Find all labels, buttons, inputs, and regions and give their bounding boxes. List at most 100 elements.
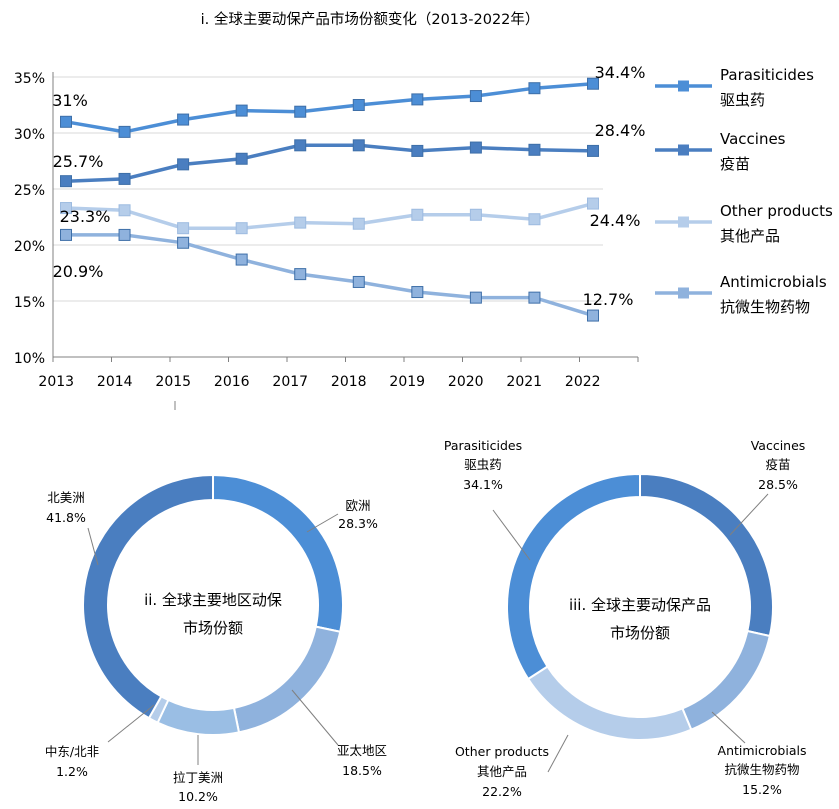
x-tick-label: 2015 xyxy=(155,374,191,390)
marker-antimicrobials xyxy=(528,291,541,304)
marker-antimicrobials xyxy=(294,268,307,281)
slice-label-vaccines-name: Vaccines xyxy=(751,438,806,453)
leader-line xyxy=(87,527,99,566)
slice-label-latam-value: 10.2% xyxy=(178,789,218,804)
slice-label-other-value: 22.2% xyxy=(482,784,522,799)
slice-label-parasiticides-name: Parasiticides xyxy=(444,438,522,453)
y-tick-label: 20% xyxy=(14,239,45,255)
marker-vaccines xyxy=(469,141,482,154)
marker-parasiticides xyxy=(118,125,131,138)
region-donut-labels: 欧洲 28.3% 亚太地区 18.5% 拉丁美洲 10.2% 中东/北非 1.2… xyxy=(45,490,387,804)
marker-vaccines xyxy=(177,158,190,171)
slice-label-mena-name: 中东/北非 xyxy=(45,744,99,759)
donut-slice-parasiticides xyxy=(506,472,641,681)
data-label-vaccines-first: 25.7% xyxy=(53,152,104,171)
donut-slice-other-products xyxy=(526,665,693,741)
slice-label-apac-name: 亚太地区 xyxy=(337,743,387,758)
marker-antimicrobials xyxy=(352,275,365,288)
leader-line xyxy=(291,689,339,746)
slice-label-other-name: Other products xyxy=(455,744,549,759)
data-label-parasiticides-first: 31% xyxy=(52,91,88,110)
marker-other xyxy=(352,217,365,230)
x-tick-label: 2018 xyxy=(331,374,367,390)
y-tick-label: 35% xyxy=(14,71,45,87)
donut-slice-1 xyxy=(232,625,342,734)
marker-parasiticides xyxy=(60,115,72,128)
slice-label-na-name: 北美洲 xyxy=(47,490,85,505)
x-tick-label: 2021 xyxy=(506,374,542,390)
x-tick-label: 2017 xyxy=(272,374,308,390)
marker-antimicrobials xyxy=(118,228,131,241)
leader-line xyxy=(306,513,339,533)
slice-label-mena-value: 1.2% xyxy=(56,764,88,779)
marker-antimicrobials xyxy=(469,291,482,304)
marker-antimicrobials xyxy=(60,228,72,241)
marker-other xyxy=(294,216,307,229)
series-line-vaccines xyxy=(65,143,594,183)
slice-label-europe-value: 28.3% xyxy=(338,516,378,531)
donut-slice-2 xyxy=(156,698,241,736)
marker-antimicrobials xyxy=(411,286,424,299)
product-donut-title-line2: 市场份额 xyxy=(610,624,670,642)
y-tick-label: 15% xyxy=(14,295,45,311)
leader-line xyxy=(711,711,746,744)
slice-label-antimicrobials-cn: 抗微生物药物 xyxy=(724,762,799,777)
data-label-antimicrobials-last: 12.7% xyxy=(583,290,634,309)
legend-label-antimicrobials: Antimicrobials xyxy=(720,273,827,291)
region-donut xyxy=(82,473,344,736)
marker-other xyxy=(60,202,72,215)
y-tick-label: 30% xyxy=(14,127,45,143)
marker-other xyxy=(235,222,248,235)
marker-parasiticides xyxy=(177,113,190,126)
line-chart-title: i. 全球主要动保产品市场份额变化（2013-2022年） xyxy=(201,10,540,28)
product-donut xyxy=(506,472,774,741)
legend-marker-parasiticides xyxy=(678,80,689,92)
leader-line xyxy=(107,704,155,743)
legend-label-vaccines: Vaccines xyxy=(720,130,786,148)
marker-other xyxy=(118,204,131,217)
legend-label-parasiticides: Parasiticides xyxy=(720,66,814,84)
region-donut-title-line1: ii. 全球主要地区动保 xyxy=(144,591,282,609)
marker-vaccines xyxy=(60,175,72,188)
series-line-parasiticides xyxy=(65,81,594,134)
data-label-parasiticides-last: 34.4% xyxy=(595,63,646,82)
product-donut-labels: Vaccines 疫苗 28.5% Antimicrobials 抗微生物药物 … xyxy=(444,438,807,799)
marker-vaccines xyxy=(411,144,424,157)
marker-other xyxy=(469,208,482,221)
legend-marker-antimicrobials xyxy=(678,287,689,299)
leader-line xyxy=(547,734,569,773)
marker-parasiticides xyxy=(587,77,599,90)
product-donut-title-line1: iii. 全球主要动保产品 xyxy=(569,596,711,614)
legend-label-cn-antimicrobials: 抗微生物药物 xyxy=(720,298,810,316)
slice-label-na-value: 41.8% xyxy=(46,510,86,525)
marker-parasiticides xyxy=(411,93,424,106)
line-chart-y-ticks: 35% 30% 25% 20% 15% 10% xyxy=(14,71,45,367)
y-tick-label: 10% xyxy=(14,351,45,367)
data-label-other-last: 24.4% xyxy=(590,211,641,230)
marker-parasiticides xyxy=(528,82,541,95)
slice-label-antimicrobials-value: 15.2% xyxy=(742,782,782,797)
marker-antimicrobials xyxy=(235,253,248,266)
x-tick-label: 2013 xyxy=(38,374,74,390)
marker-vaccines xyxy=(352,139,365,152)
legend-label-cn-vaccines: 疫苗 xyxy=(720,155,750,173)
donut-slice-4 xyxy=(82,473,214,720)
slice-label-parasiticides-cn: 驱虫药 xyxy=(464,457,502,472)
legend-marker-other xyxy=(678,216,689,228)
marker-vaccines xyxy=(118,172,131,185)
legend-label-cn-other: 其他产品 xyxy=(720,227,780,245)
marker-antimicrobials xyxy=(177,236,190,249)
slice-label-parasiticides-value: 34.1% xyxy=(463,477,503,492)
slice-label-latam-name: 拉丁美洲 xyxy=(173,770,223,785)
marker-other xyxy=(177,222,190,235)
marker-vaccines xyxy=(587,144,599,157)
marker-other xyxy=(528,213,541,226)
x-tick-label: 2020 xyxy=(448,374,484,390)
slice-label-apac-value: 18.5% xyxy=(342,763,382,778)
donut-slice-antimicrobials xyxy=(681,629,771,732)
series-line-antimicrobials xyxy=(66,233,594,318)
slice-label-vaccines-value: 28.5% xyxy=(758,477,798,492)
marker-vaccines xyxy=(528,143,541,156)
x-tick-label: 2014 xyxy=(97,374,133,390)
slice-label-vaccines-cn: 疫苗 xyxy=(765,457,790,472)
